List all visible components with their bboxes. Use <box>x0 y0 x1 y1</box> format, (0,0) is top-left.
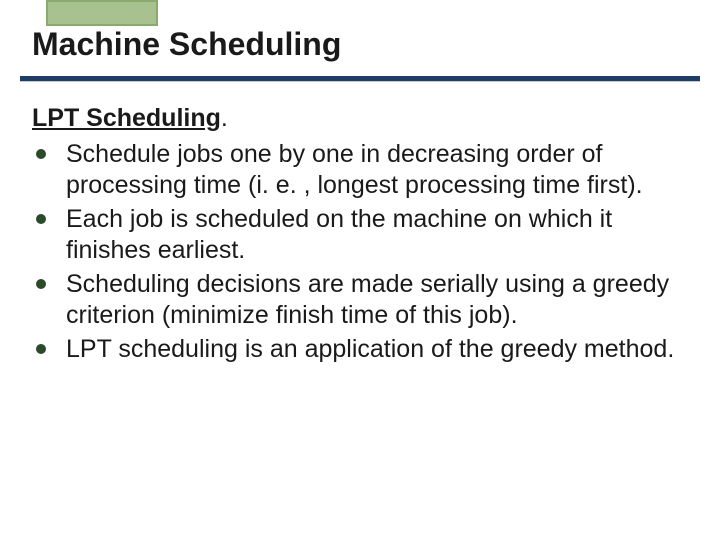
body-content: LPT Scheduling. Schedule jobs one by one… <box>32 104 682 369</box>
list-item: LPT scheduling is an application of the … <box>32 334 682 365</box>
slide-title: Machine Scheduling <box>32 26 341 63</box>
subheading-underlined: LPT Scheduling <box>32 104 221 132</box>
list-item: Scheduling decisions are made serially u… <box>32 269 682 330</box>
header-accent-box <box>46 0 158 26</box>
slide: Machine Scheduling LPT Scheduling. Sched… <box>0 0 720 540</box>
subheading: LPT Scheduling. <box>32 104 682 133</box>
list-item: Schedule jobs one by one in decreasing o… <box>32 139 682 200</box>
bullet-list: Schedule jobs one by one in decreasing o… <box>32 139 682 365</box>
list-item: Each job is scheduled on the machine on … <box>32 204 682 265</box>
title-rule-thin <box>20 81 700 82</box>
subheading-suffix: . <box>221 104 228 132</box>
